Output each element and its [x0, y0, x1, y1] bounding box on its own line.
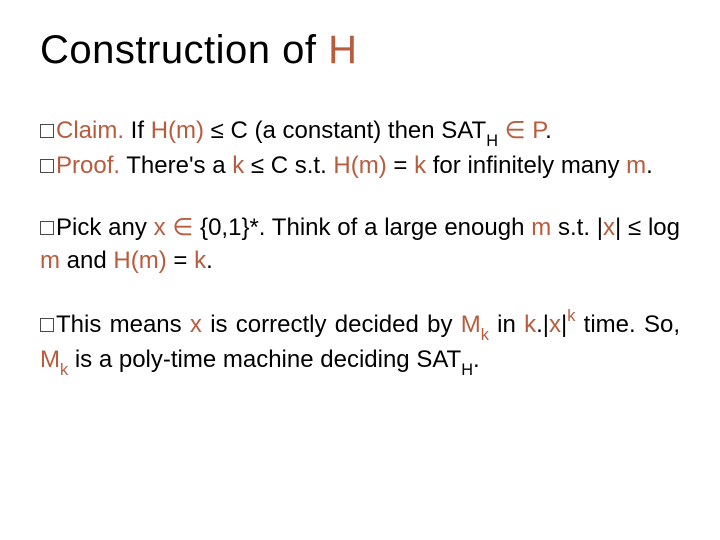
text: is correctly decided by	[202, 311, 461, 338]
sub-h: H	[461, 361, 473, 379]
x: x	[549, 311, 561, 338]
mk-m: M	[40, 346, 60, 373]
paragraph-pick: Pick any x ∈ {0,1}*. Think of a large en…	[40, 212, 680, 277]
k-sup: k	[567, 307, 575, 325]
mk-k-sub: k	[60, 361, 68, 379]
sub-h: H	[486, 132, 498, 150]
text: s.t. |	[551, 214, 603, 241]
text: There's a	[120, 152, 232, 179]
text: ≤ C (a constant) then SAT	[204, 117, 486, 144]
x: x	[190, 311, 202, 338]
text	[498, 117, 505, 144]
text: If	[124, 117, 151, 144]
mk-k-sub: k	[481, 326, 489, 344]
text: {0,1}*. Think of a large enough	[193, 214, 531, 241]
m: m	[531, 214, 551, 241]
paragraph-conclusion: This means x is correctly decided by Mk …	[40, 307, 680, 379]
text: =	[387, 152, 414, 179]
x: x	[603, 214, 615, 241]
k: k	[414, 152, 426, 179]
text: This means	[56, 311, 190, 338]
mk-m: M	[461, 311, 481, 338]
x: x	[154, 214, 166, 241]
m: m	[626, 152, 646, 179]
k: k	[232, 152, 244, 179]
text: .	[646, 152, 653, 179]
p-class: P	[532, 117, 545, 144]
hm: H(m)	[333, 152, 386, 179]
title-h: H	[328, 28, 357, 72]
text: =	[167, 247, 194, 274]
text: for infinitely many	[426, 152, 626, 179]
proof-label: Proof.	[56, 152, 120, 179]
hm: H(m)	[113, 247, 166, 274]
text: ≤ C s.t.	[244, 152, 333, 179]
text: in	[489, 311, 524, 338]
bullet-icon	[40, 318, 54, 332]
text: .	[473, 346, 480, 373]
text: Pick any	[56, 214, 154, 241]
k: k	[194, 247, 206, 274]
element-of: ∈	[505, 117, 526, 144]
element-of: ∈	[172, 214, 193, 241]
text: .|	[536, 311, 549, 338]
m: m	[40, 247, 60, 274]
bullet-icon	[40, 221, 54, 235]
k: k	[524, 311, 536, 338]
text: is a poly-time machine deciding SAT	[68, 346, 461, 373]
text: .	[545, 117, 552, 144]
text: .	[206, 247, 213, 274]
text: | ≤ log	[615, 214, 680, 241]
bullet-icon	[40, 124, 54, 138]
paragraph-claim-proof: Claim. If H(m) ≤ C (a constant) then SAT…	[40, 115, 680, 182]
slide-title: Construction of H	[40, 28, 680, 73]
claim-label: Claim.	[56, 117, 124, 144]
text: time. So,	[575, 311, 680, 338]
title-prefix: Construction of	[40, 28, 328, 72]
hm: H(m)	[151, 117, 204, 144]
text: and	[60, 247, 113, 274]
bullet-icon	[40, 159, 54, 173]
slide-body: Claim. If H(m) ≤ C (a constant) then SAT…	[40, 115, 680, 379]
